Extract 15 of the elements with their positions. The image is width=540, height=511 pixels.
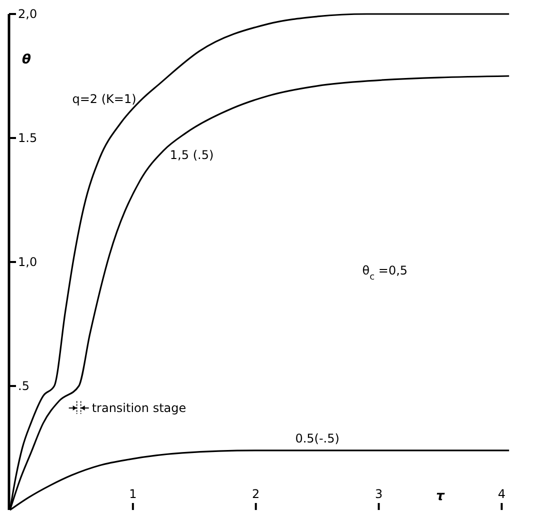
x-tick-label: 4: [498, 487, 506, 501]
y-tick-label: 2,0: [18, 7, 38, 22]
annotation: q=2 (K=1): [72, 92, 136, 106]
annotation: 1,5 (.5): [170, 148, 214, 162]
x-axis-title: τ: [436, 489, 446, 504]
annotation: θ$_{c}$ =0,5: [362, 263, 408, 282]
x-tick-label: 1: [129, 487, 137, 501]
y-tick-label: 1.5: [18, 131, 38, 146]
y-tick-label: .5: [18, 379, 30, 394]
annotation: 0.5(-.5): [295, 431, 340, 446]
x-tick-label: 3: [374, 487, 383, 501]
y-axis-title: θ: [22, 52, 31, 68]
y-tick-label: 1,0: [18, 255, 38, 270]
annotation: transition stage: [92, 401, 186, 415]
x-tick-label: 2: [252, 487, 260, 501]
